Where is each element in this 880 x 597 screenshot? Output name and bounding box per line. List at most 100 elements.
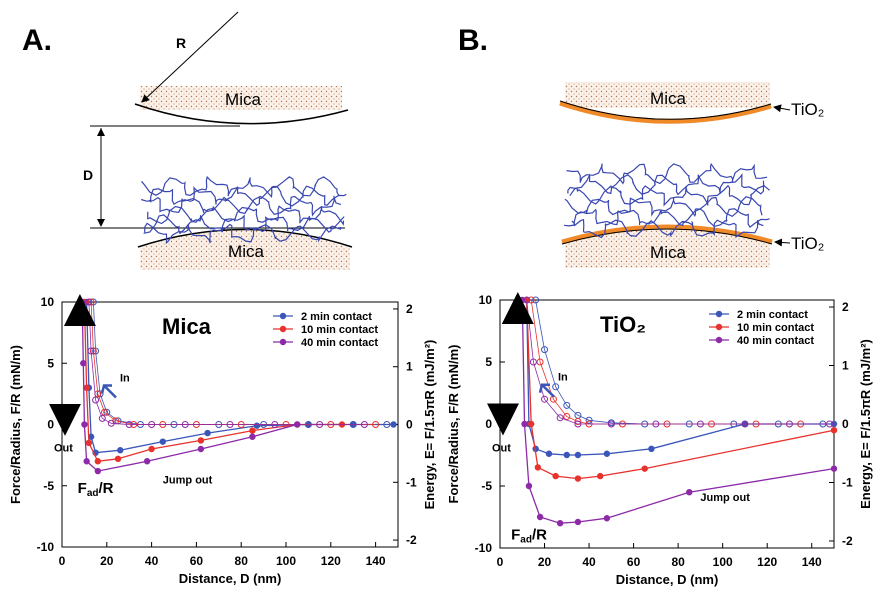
- out-point: [603, 450, 611, 457]
- in-point: [652, 420, 660, 428]
- x-tick-label: 120: [321, 554, 341, 568]
- out-label: Out: [492, 442, 511, 454]
- out-point: [545, 450, 553, 457]
- out-point: [521, 420, 528, 428]
- distance-label: D: [83, 167, 93, 183]
- out-point: [390, 421, 397, 428]
- y2-tick-label: -1: [406, 475, 417, 489]
- radius-label: R: [176, 35, 186, 51]
- x-tick-label: 40: [582, 555, 596, 569]
- in-point: [552, 383, 560, 391]
- in-point: [536, 358, 544, 366]
- out-point: [253, 422, 261, 429]
- tio2-layer: [559, 100, 772, 124]
- in-point: [585, 416, 593, 424]
- polymer-chain: [143, 214, 345, 235]
- in-point: [541, 346, 549, 354]
- y2-tick-label: 1: [406, 360, 413, 374]
- legend-label: 2 min contact: [737, 309, 808, 321]
- x-tick-label: 20: [538, 555, 552, 569]
- polymer: [141, 175, 347, 245]
- surface-label: Mica: [650, 89, 686, 108]
- out-point: [197, 445, 205, 453]
- diagram-a: A. Mica R D Mica: [22, 11, 353, 270]
- y2-axis-label: Energy, E= F/1.5πR (mJ/m²): [422, 340, 437, 510]
- x-tick-label: 140: [366, 554, 386, 568]
- y-tick-label: -5: [43, 479, 54, 493]
- out-point: [574, 518, 582, 526]
- in-point: [383, 421, 391, 428]
- out-label: Out: [54, 442, 73, 454]
- out-point: [563, 451, 570, 459]
- in-point: [96, 390, 104, 398]
- in-point: [316, 421, 324, 428]
- out-point: [159, 438, 166, 445]
- x-tick-label: 80: [235, 554, 249, 568]
- out-point: [536, 513, 544, 521]
- in-arrow: [100, 384, 117, 399]
- coating-label: TiO₂: [791, 100, 824, 119]
- out-point: [249, 433, 256, 440]
- out-point: [81, 421, 88, 428]
- panel-label: A.: [22, 24, 52, 57]
- x-tick-label: 80: [671, 555, 685, 569]
- fad-part: /R: [99, 480, 114, 497]
- in-point: [360, 421, 368, 428]
- out-point: [641, 465, 648, 472]
- in-point: [574, 418, 582, 426]
- polymer: [564, 162, 770, 239]
- out-point: [197, 437, 205, 444]
- in-point: [92, 396, 100, 404]
- in-point: [541, 395, 549, 403]
- radius-arrow: [141, 11, 239, 103]
- out-point: [552, 472, 559, 480]
- in-label: In: [558, 372, 568, 384]
- y2-tick-label: 0: [842, 417, 849, 431]
- out-point: [603, 515, 611, 522]
- out-point: [87, 433, 95, 440]
- surface: [561, 228, 773, 245]
- in-point: [148, 421, 156, 428]
- in-point: [181, 421, 189, 428]
- fad-part: ad: [87, 488, 99, 499]
- in-point: [87, 347, 95, 355]
- in-point: [563, 401, 571, 409]
- pointer: [774, 238, 791, 247]
- in-point: [92, 347, 100, 355]
- in-point: [101, 408, 109, 416]
- out-point: [204, 429, 211, 437]
- legend-label: 10 min contact: [737, 322, 814, 334]
- y-axis-label: Force/Radius, F/R (mN/m): [446, 345, 461, 504]
- polymer-chain: [564, 218, 764, 239]
- y2-axis-label: Energy, E= F/1.5πR (mJ/m²): [858, 339, 873, 509]
- coating-label: TiO₂: [791, 234, 824, 253]
- x-tick-label: 20: [100, 554, 114, 568]
- x-tick-label: 60: [190, 554, 204, 568]
- out-point: [597, 472, 604, 480]
- in-point: [785, 420, 793, 428]
- mica-block: [140, 86, 342, 110]
- polymer-chain: [567, 173, 765, 196]
- surface-label: Mica: [650, 243, 686, 262]
- y-tick-label: 0: [47, 418, 54, 432]
- x-tick-label: 120: [757, 555, 777, 569]
- legend-swatch: [715, 323, 723, 331]
- y2-tick-label: -1: [842, 475, 853, 489]
- legend-label: 10 min contact: [301, 324, 378, 336]
- y-tick-label: 10: [479, 293, 493, 307]
- y2-tick-label: 0: [406, 418, 413, 432]
- out-point: [94, 467, 102, 475]
- in-point: [98, 414, 106, 422]
- legend-swatch: [279, 325, 287, 333]
- out-point: [94, 458, 102, 465]
- legend-label: 40 min contact: [301, 337, 378, 349]
- panel-label: B.: [458, 24, 488, 57]
- out-point: [249, 427, 256, 434]
- in-label: In: [120, 373, 130, 385]
- x-tick-label: 0: [497, 555, 504, 569]
- out-point: [648, 445, 655, 452]
- in-point: [607, 420, 615, 428]
- out-point: [143, 458, 151, 465]
- legend-label: 2 min contact: [301, 311, 372, 323]
